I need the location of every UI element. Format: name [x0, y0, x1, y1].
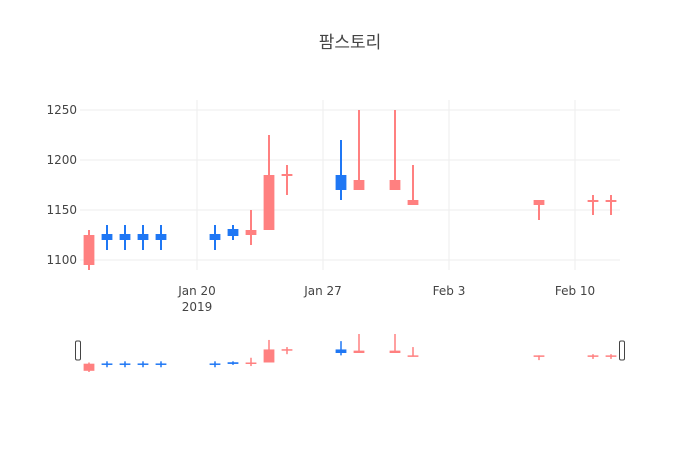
candle-body [101, 234, 113, 240]
x-tick-year-label: 2019 [182, 300, 213, 314]
candle-body [533, 200, 545, 205]
candle-body [281, 174, 293, 176]
candle-decreasing[interactable] [353, 110, 365, 190]
x-tick-label: Feb 3 [433, 284, 466, 298]
range-slider-candle [533, 355, 545, 361]
candle-body [605, 200, 617, 202]
candle-body [335, 175, 347, 190]
candle-decreasing[interactable] [263, 135, 275, 230]
range-slider-candle [83, 362, 95, 372]
candle-body [137, 234, 149, 240]
y-axis: 1100 1150 1200 1250 [46, 103, 77, 267]
range-slider-candle [281, 347, 293, 355]
range-slider-candle [389, 334, 401, 353]
x-axis: Jan 20 2019 Jan 27 Feb 3 Feb 10 [177, 284, 595, 314]
range-slider-body [281, 349, 293, 351]
range-slider-body [587, 355, 599, 357]
range-slider-candle [587, 354, 599, 359]
candle-decreasing[interactable] [407, 165, 419, 205]
range-slider-candle [263, 339, 275, 363]
range-slider-candle [335, 341, 347, 356]
range-slider[interactable] [75, 334, 625, 372]
range-slider-candle [245, 357, 257, 367]
range-slider-candle [209, 361, 221, 368]
range-slider-body [101, 363, 113, 365]
candle-body [587, 200, 599, 202]
y-tick-label: 1200 [46, 153, 77, 167]
candle-body [245, 230, 257, 235]
range-slider-body [155, 363, 167, 365]
range-slider-candle [227, 361, 239, 365]
candles [83, 110, 617, 270]
range-slider-candle [605, 354, 617, 359]
candle-body [353, 180, 365, 190]
range-slider-candle [101, 361, 113, 368]
range-slider-candle [137, 361, 149, 368]
candle-increasing[interactable] [119, 225, 131, 250]
chart-title: 팜스토리 [319, 33, 382, 53]
range-slider-right-handle[interactable] [619, 340, 625, 361]
range-slider-body [227, 362, 239, 364]
candle-increasing[interactable] [209, 225, 221, 250]
candle-decreasing[interactable] [245, 210, 257, 245]
candle-decreasing[interactable] [605, 195, 617, 215]
range-slider-body [137, 363, 149, 365]
candle-body [389, 180, 401, 190]
x-tick-label: Jan 27 [303, 284, 342, 298]
candle-increasing[interactable] [227, 225, 239, 240]
candle-body [155, 234, 167, 240]
range-slider-body [209, 363, 221, 365]
x-tick-label: Jan 20 [177, 284, 216, 298]
candle-body [263, 175, 275, 230]
candle-increasing[interactable] [335, 140, 347, 200]
y-tick-label: 1150 [46, 203, 77, 217]
range-slider-candle [119, 361, 131, 368]
range-slider-body [119, 363, 131, 365]
candle-increasing[interactable] [101, 225, 113, 250]
range-slider-body [407, 355, 419, 357]
range-slider-candle [407, 347, 419, 357]
range-slider-body [263, 349, 275, 363]
range-slider-body [83, 363, 95, 371]
candle-increasing[interactable] [137, 225, 149, 250]
candle-increasing[interactable] [155, 225, 167, 250]
range-slider-left-handle[interactable] [75, 340, 81, 361]
candle-body [209, 234, 221, 240]
candle-body [227, 229, 239, 236]
range-slider-body [605, 355, 617, 357]
range-slider-body [533, 355, 545, 357]
candle-decreasing[interactable] [533, 200, 545, 220]
candle-body [407, 200, 419, 205]
range-slider-background [80, 334, 620, 372]
candle-body [119, 234, 131, 240]
y-tick-label: 1250 [46, 103, 77, 117]
x-tick-label: Feb 10 [555, 284, 595, 298]
candle-decreasing[interactable] [587, 195, 599, 215]
candle-body [83, 235, 95, 265]
range-slider-body [389, 350, 401, 353]
range-slider-body [245, 362, 257, 364]
range-slider-candle [155, 361, 167, 368]
candle-decreasing[interactable] [281, 165, 293, 195]
grid-lines [80, 100, 620, 270]
candle-decreasing[interactable] [83, 230, 95, 270]
range-slider-body [353, 350, 365, 353]
range-slider-body [335, 349, 347, 353]
candle-decreasing[interactable] [389, 110, 401, 190]
range-slider-candle [353, 334, 365, 353]
y-tick-label: 1100 [46, 253, 77, 267]
